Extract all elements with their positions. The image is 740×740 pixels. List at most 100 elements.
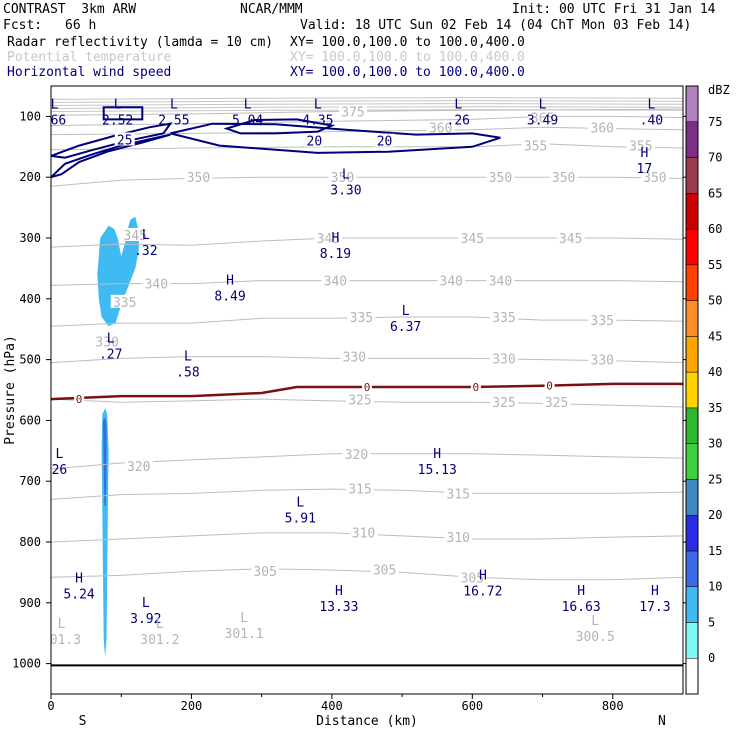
- theta-contour-label: 355: [524, 140, 547, 155]
- theta-contour-label: 330: [343, 351, 366, 366]
- theta-label-bg: [549, 170, 578, 184]
- theta-label-bg: [426, 120, 455, 134]
- theta-label-bg: [321, 273, 350, 287]
- x-axis-tick-label: 600: [461, 699, 483, 713]
- extremum-marker: L: [647, 97, 655, 112]
- theta-contour-label: 330: [591, 354, 614, 369]
- theta-contour-label: 345: [559, 232, 582, 247]
- extremum-marker: L: [156, 617, 164, 632]
- colorbar-tick-label: 15: [708, 544, 722, 558]
- theta-contour-label: 305: [461, 571, 484, 586]
- extremum-value: .40: [640, 113, 663, 128]
- colorbar-tick-label: 45: [708, 329, 722, 343]
- theta-contour-label: 335: [492, 311, 515, 326]
- theta-label-bg: [370, 562, 399, 576]
- colorbar-tick-label: 50: [708, 294, 722, 308]
- extremum-value: .66: [43, 113, 66, 128]
- colorbar-frame: [685, 85, 699, 695]
- extremum-marker: L: [454, 97, 462, 112]
- theta-label-bg: [489, 310, 518, 324]
- theta-label-bg: [338, 104, 367, 118]
- theta-label-bg: [486, 273, 515, 287]
- freezing-level-label: 0: [546, 380, 553, 393]
- colorbar-tick-label: 35: [708, 401, 722, 415]
- extremum-value: 17: [637, 162, 653, 177]
- x-axis-tick-label: 200: [181, 699, 203, 713]
- extremum-value: .27: [99, 347, 122, 362]
- theta-label-bg: [345, 392, 374, 406]
- theta-contour-label: 340: [489, 275, 512, 290]
- colorbar-swatch: [685, 443, 699, 480]
- wind-label-bg: [304, 133, 325, 147]
- extremum-marker: L: [402, 304, 410, 319]
- theta-label-bg: [444, 530, 473, 544]
- theta-contour-label: 315: [447, 487, 470, 502]
- colorbar-tick-label: 0: [708, 651, 715, 665]
- freezing-label-bg: [544, 380, 555, 391]
- colorbar-swatch: [685, 514, 699, 552]
- extremum-value: 3.49: [527, 113, 558, 128]
- extremum-marker: H: [651, 584, 659, 599]
- colorbar-swatch: [685, 336, 699, 373]
- extremum-value: .26: [447, 113, 470, 128]
- extremum-marker: L: [142, 228, 150, 243]
- freezing-label-bg: [74, 394, 85, 405]
- org-label: NCAR/MMM: [240, 2, 303, 17]
- theta-contour-label: 305: [253, 565, 276, 580]
- extremum-value: 4.35: [302, 113, 333, 128]
- extremum-value: 15.13: [418, 463, 457, 478]
- theta-contour-label: 350: [552, 171, 575, 186]
- extremum-marker: L: [56, 447, 64, 462]
- y-axis-tick-label: 300: [19, 231, 41, 245]
- freezing-level-label: 0: [473, 381, 480, 394]
- x-axis-tick-label: 400: [321, 699, 343, 713]
- theta-contour-label: 325: [492, 396, 515, 411]
- theta-label-bg: [556, 231, 585, 244]
- extremum-value: 8.19: [320, 247, 351, 262]
- extremum-marker: L: [539, 97, 547, 112]
- theta-label-bg: [314, 231, 343, 244]
- freezing-label-bg: [470, 381, 481, 392]
- extremum-value: 6.37: [390, 320, 421, 335]
- theta-contour-upper: [51, 100, 683, 103]
- extremum-value: 301.1: [225, 627, 264, 642]
- y-axis-tick-label: 900: [19, 596, 41, 610]
- colorbar-tick-label: 60: [708, 222, 722, 236]
- extremum-marker: L: [591, 614, 599, 629]
- extremum-value: 3.92: [130, 612, 161, 627]
- field-name-reflectivity: Radar reflectivity (lamda = 10 cm): [7, 35, 274, 50]
- extremum-marker: L: [244, 97, 252, 112]
- theta-label-bg: [349, 525, 378, 539]
- wind-contour-20: [51, 133, 171, 179]
- colorbar-swatch: [685, 586, 699, 623]
- wind-contour-label: 25: [117, 134, 133, 149]
- theta-label-bg: [328, 170, 357, 184]
- valid-time: Valid: 18 UTC Sun 02 Feb 14 (04 ChT Mon …: [300, 18, 692, 33]
- colorbar-swatch: [685, 622, 699, 659]
- direction-label-south: S: [79, 714, 87, 729]
- theta-label-bg: [184, 170, 213, 184]
- field-name-wind: Horizontal wind speed: [7, 65, 172, 80]
- field-xy-reflectivity: XY= 100.0,100.0 to 100.0,400.0: [290, 35, 525, 50]
- theta-contour-label: 310: [352, 526, 375, 541]
- theta-contour-label: 350: [331, 171, 354, 186]
- y-axis-tick-label: 800: [19, 535, 41, 549]
- theta-label-bg: [437, 273, 466, 287]
- extremum-value: 5.04: [232, 113, 263, 128]
- colorbar-swatch: [685, 193, 699, 230]
- wind-contour-25: [102, 106, 144, 121]
- x-axis-tick-label: 0: [47, 699, 54, 713]
- theta-contour-label: 340: [440, 275, 463, 290]
- colorbar-swatch: [685, 264, 699, 301]
- extremum-marker: L: [342, 167, 350, 182]
- colorbar-swatch: [685, 657, 699, 695]
- wind-label-bg: [374, 133, 395, 147]
- theta-contour-label: 340: [324, 275, 347, 290]
- colorbar-swatch: [685, 228, 699, 266]
- theta-contour-label: 310: [447, 531, 470, 546]
- theta-contour-label: 360: [591, 121, 614, 136]
- colorbar-tick-label: 10: [708, 580, 722, 594]
- y-axis-tick-label: 1000: [12, 657, 41, 671]
- theta-label-bg: [110, 294, 139, 308]
- theta-contour-label: 350: [489, 171, 512, 186]
